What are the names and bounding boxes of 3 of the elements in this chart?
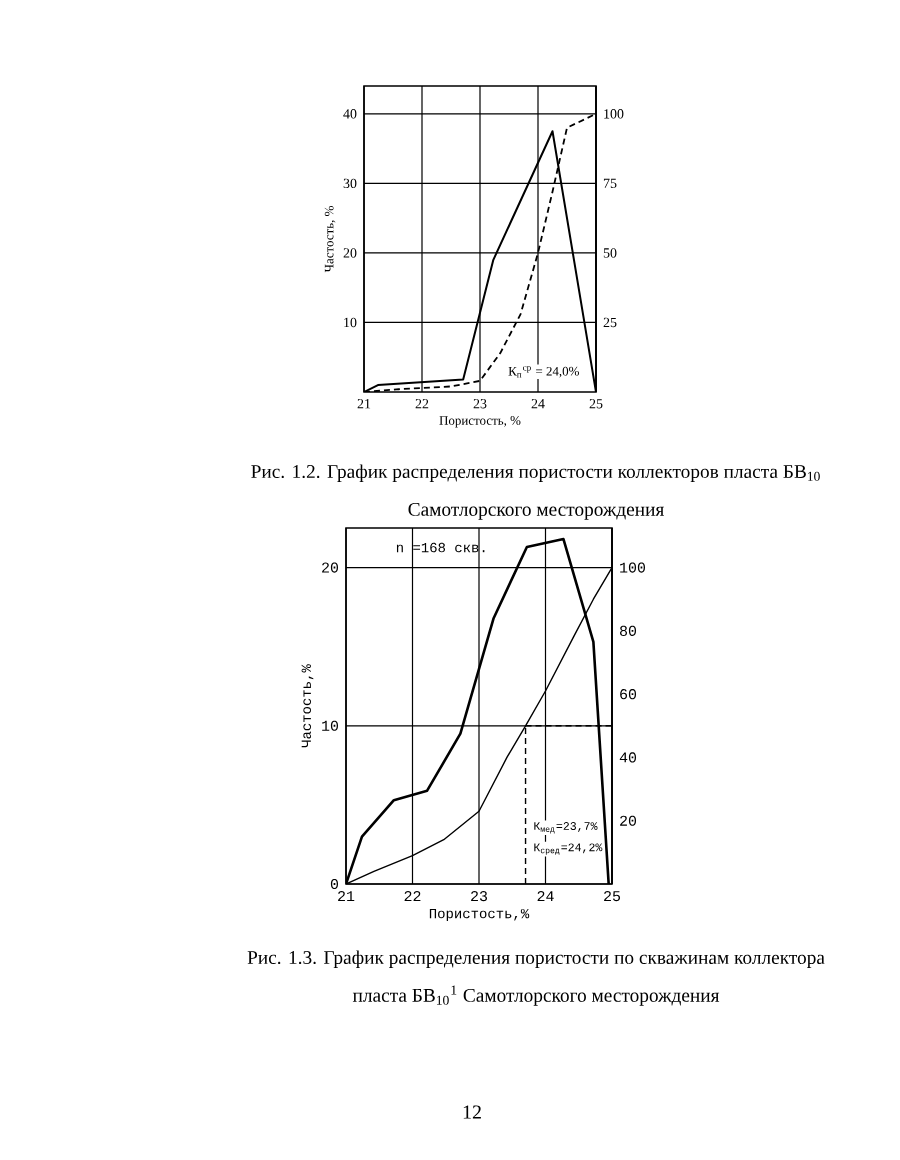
text: Рис. 1.3. График распределения пористости по скважинам коллектора пласта БВ$_{10}$$^{1}$ Самотлорского месторождения: [247, 950, 825, 1006]
text: 12: [463, 1105, 481, 1119]
text: Рис. 1.2. График распределения пористости коллекторов пласта БВ$_{10}$ Самотлорского месторождения: [251, 464, 820, 520]
